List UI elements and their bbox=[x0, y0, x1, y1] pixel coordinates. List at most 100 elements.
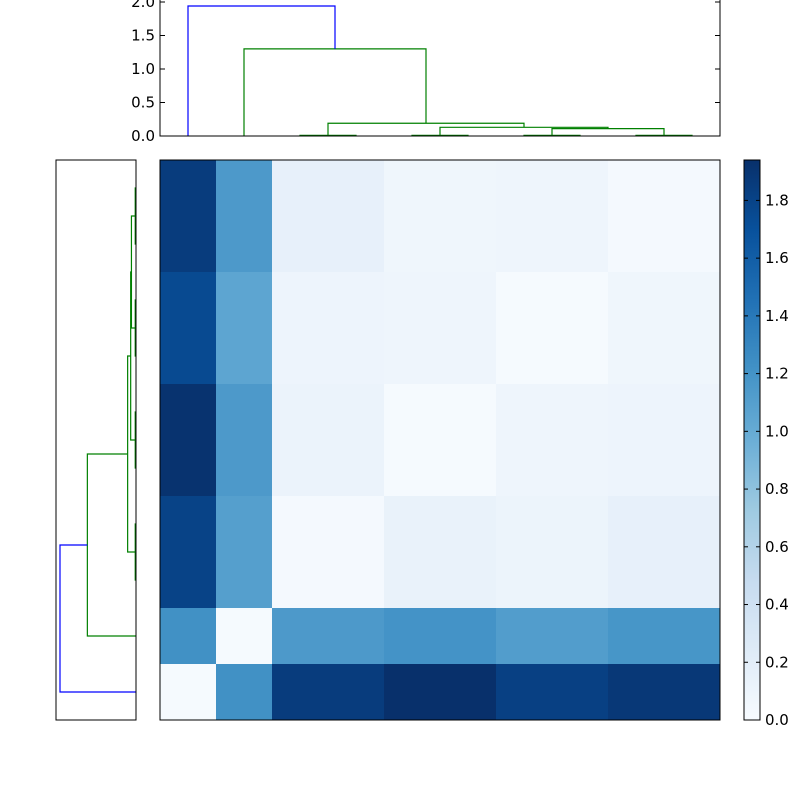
heatmap-cell-1-9 bbox=[664, 216, 721, 273]
heatmap-cell-4-7 bbox=[552, 384, 609, 441]
heatmap-cell-7-9 bbox=[664, 552, 721, 609]
heatmap-cell-4-3 bbox=[328, 384, 385, 441]
top-ytick-label-1: 0.5 bbox=[131, 94, 155, 112]
heatmap-cell-6-7 bbox=[552, 496, 609, 553]
colorbar-tick-label-4: 0.8 bbox=[765, 480, 789, 498]
heatmap-cell-3-0 bbox=[160, 328, 217, 385]
heatmap-cell-9-4 bbox=[384, 664, 441, 721]
heatmap-cell-8-4 bbox=[384, 608, 441, 665]
heatmap-cell-6-2 bbox=[272, 496, 329, 553]
heatmap-frame bbox=[159, 159, 721, 721]
heatmap-cell-7-2 bbox=[272, 552, 329, 609]
colorbar-tick-label-6: 1.2 bbox=[765, 365, 789, 383]
heatmap-cell-4-2 bbox=[272, 384, 329, 441]
colorbar-tick-label-2: 0.4 bbox=[765, 596, 789, 614]
heatmap-cell-2-0 bbox=[160, 272, 217, 329]
heatmap-cell-5-1 bbox=[216, 440, 273, 497]
heatmap-cell-0-6 bbox=[496, 160, 553, 217]
heatmap-cell-8-5 bbox=[440, 608, 497, 665]
heatmap-cell-1-2 bbox=[272, 216, 329, 273]
heatmap-cell-3-8 bbox=[608, 328, 665, 385]
heatmap-cell-5-7 bbox=[552, 440, 609, 497]
colorbar-tick-label-5: 1.0 bbox=[765, 422, 789, 440]
heatmap-cell-1-5 bbox=[440, 216, 497, 273]
heatmap-cell-6-9 bbox=[664, 496, 721, 553]
heatmap-cell-4-0 bbox=[160, 384, 217, 441]
heatmap-cell-0-3 bbox=[328, 160, 385, 217]
top-dendrogram-frame bbox=[159, 0, 721, 137]
heatmap-cell-5-0 bbox=[160, 440, 217, 497]
heatmap-cell-2-6 bbox=[496, 272, 553, 329]
heatmap-cell-1-1 bbox=[216, 216, 273, 273]
heatmap-cell-4-1 bbox=[216, 384, 273, 441]
heatmap-cell-5-4 bbox=[384, 440, 441, 497]
heatmap-cell-9-5 bbox=[440, 664, 497, 721]
top-ytick-label-3: 1.5 bbox=[131, 27, 155, 45]
top-ytick-label-4: 2.0 bbox=[131, 0, 155, 11]
colorbar-frame bbox=[743, 159, 761, 721]
heatmap-cell-0-7 bbox=[552, 160, 609, 217]
heatmap-cell-3-5 bbox=[440, 328, 497, 385]
colorbar-tick-label-9: 1.8 bbox=[765, 191, 789, 209]
left-dendrogram bbox=[55, 159, 137, 721]
heatmap-cell-0-0 bbox=[160, 160, 217, 217]
heatmap-cell-8-3 bbox=[328, 608, 385, 665]
heatmap-cell-9-9 bbox=[664, 664, 721, 721]
left-dendrogram-link-8 bbox=[59, 544, 136, 693]
heatmap-cell-8-1 bbox=[216, 608, 273, 665]
heatmap-cell-3-7 bbox=[552, 328, 609, 385]
heatmap-cell-1-3 bbox=[328, 216, 385, 273]
heatmap-cell-4-6 bbox=[496, 384, 553, 441]
heatmap-cell-9-2 bbox=[272, 664, 329, 721]
heatmap-cell-8-2 bbox=[272, 608, 329, 665]
heatmap-cell-3-6 bbox=[496, 328, 553, 385]
heatmap-cell-0-9 bbox=[664, 160, 721, 217]
heatmap-cell-1-8 bbox=[608, 216, 665, 273]
left-dendrogram-frame bbox=[55, 159, 137, 721]
heatmap-cell-5-8 bbox=[608, 440, 665, 497]
heatmap-cell-1-0 bbox=[160, 216, 217, 273]
top-ytick-label-2: 1.0 bbox=[131, 60, 155, 78]
heatmap-cell-2-1 bbox=[216, 272, 273, 329]
heatmap-cell-9-7 bbox=[552, 664, 609, 721]
heatmap-cell-2-4 bbox=[384, 272, 441, 329]
heatmap-cell-2-9 bbox=[664, 272, 721, 329]
heatmap-cell-1-4 bbox=[384, 216, 441, 273]
colorbar-tick-label-0: 0.0 bbox=[765, 711, 789, 729]
heatmap-cell-5-3 bbox=[328, 440, 385, 497]
heatmap-cell-6-8 bbox=[608, 496, 665, 553]
heatmap-cell-0-5 bbox=[440, 160, 497, 217]
heatmap-cell-7-8 bbox=[608, 552, 665, 609]
heatmap-cell-5-9 bbox=[664, 440, 721, 497]
colorbar-tick-label-7: 1.4 bbox=[765, 307, 789, 325]
heatmap-cell-6-3 bbox=[328, 496, 385, 553]
heatmap-cell-1-7 bbox=[552, 216, 609, 273]
heatmap-cell-0-1 bbox=[216, 160, 273, 217]
heatmap-cell-2-3 bbox=[328, 272, 385, 329]
colorbar: 0.0 0.2 0.4 0.6 0.8 1.0 1.2 1.4 1.6 1.8 bbox=[743, 159, 789, 729]
heatmap-cell-9-1 bbox=[216, 664, 273, 721]
colorbar-tick-label-8: 1.6 bbox=[765, 249, 789, 267]
heatmap-cell-7-3 bbox=[328, 552, 385, 609]
top-ytick-label-0: 0.0 bbox=[131, 127, 155, 145]
heatmap-cell-2-8 bbox=[608, 272, 665, 329]
heatmap-cell-7-4 bbox=[384, 552, 441, 609]
heatmap-cell-9-8 bbox=[608, 664, 665, 721]
top-dendrogram-link-8 bbox=[187, 5, 336, 136]
top-dendrogram: 0.0 0.5 1.0 1.5 2.0 bbox=[131, 0, 721, 145]
heatmap-cell-9-6 bbox=[496, 664, 553, 721]
heatmap-cell-7-6 bbox=[496, 552, 553, 609]
heatmap-cell-6-5 bbox=[440, 496, 497, 553]
heatmap-cell-8-9 bbox=[664, 608, 721, 665]
heatmap-cell-6-0 bbox=[160, 496, 217, 553]
heatmap-cell-6-4 bbox=[384, 496, 441, 553]
heatmap-cell-8-6 bbox=[496, 608, 553, 665]
colorbar-fill bbox=[744, 160, 760, 720]
heatmap-cell-0-4 bbox=[384, 160, 441, 217]
distance-heatmap bbox=[159, 159, 721, 721]
heatmap-cell-8-8 bbox=[608, 608, 665, 665]
heatmap-cell-4-9 bbox=[664, 384, 721, 441]
heatmap-cell-2-5 bbox=[440, 272, 497, 329]
heatmap-cell-3-4 bbox=[384, 328, 441, 385]
